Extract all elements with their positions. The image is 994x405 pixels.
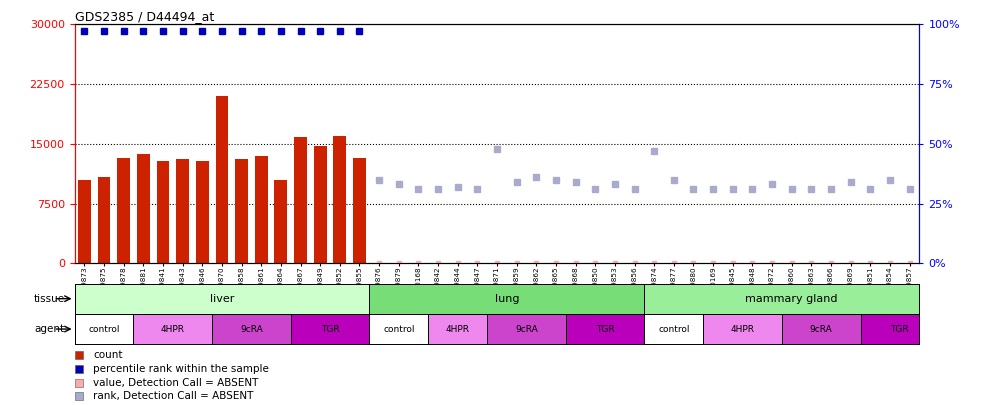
- Bar: [644, 314, 704, 344]
- Bar: [117, 158, 130, 263]
- Bar: [274, 180, 287, 263]
- Text: 9cRA: 9cRA: [240, 324, 262, 334]
- Text: tissue: tissue: [33, 294, 65, 304]
- Bar: [314, 146, 327, 263]
- Bar: [236, 159, 248, 263]
- Text: rank, Detection Call = ABSENT: rank, Detection Call = ABSENT: [93, 391, 253, 401]
- Text: TGR: TGR: [595, 324, 614, 334]
- Bar: [196, 161, 209, 263]
- Bar: [137, 154, 150, 263]
- Text: value, Detection Call = ABSENT: value, Detection Call = ABSENT: [93, 378, 258, 388]
- Bar: [290, 314, 370, 344]
- Text: 4HPR: 4HPR: [161, 324, 185, 334]
- Text: percentile rank within the sample: percentile rank within the sample: [93, 364, 269, 374]
- Bar: [254, 156, 267, 263]
- Bar: [176, 159, 189, 263]
- Bar: [370, 284, 644, 314]
- Bar: [75, 284, 370, 314]
- Text: control: control: [658, 324, 690, 334]
- Text: control: control: [383, 324, 414, 334]
- Bar: [333, 136, 346, 263]
- Text: lung: lung: [495, 294, 519, 304]
- Text: mammary gland: mammary gland: [746, 294, 838, 304]
- Bar: [644, 284, 939, 314]
- Bar: [566, 314, 644, 344]
- Text: control: control: [88, 324, 119, 334]
- Text: GDS2385 / D44494_at: GDS2385 / D44494_at: [75, 10, 214, 23]
- Text: 9cRA: 9cRA: [515, 324, 538, 334]
- Bar: [133, 314, 212, 344]
- Text: 9cRA: 9cRA: [810, 324, 833, 334]
- Bar: [212, 314, 290, 344]
- Text: count: count: [93, 350, 122, 360]
- Bar: [353, 158, 366, 263]
- Text: TGR: TGR: [891, 324, 910, 334]
- Bar: [704, 314, 782, 344]
- Bar: [370, 314, 428, 344]
- Text: TGR: TGR: [321, 324, 339, 334]
- Bar: [78, 180, 90, 263]
- Text: agent: agent: [34, 324, 65, 334]
- Bar: [861, 314, 939, 344]
- Bar: [782, 314, 861, 344]
- Text: liver: liver: [210, 294, 235, 304]
- Bar: [75, 314, 133, 344]
- Bar: [157, 161, 169, 263]
- Text: 4HPR: 4HPR: [445, 324, 470, 334]
- Bar: [428, 314, 487, 344]
- Bar: [216, 96, 229, 263]
- Bar: [97, 177, 110, 263]
- Bar: [487, 314, 566, 344]
- Bar: [294, 137, 307, 263]
- Text: 4HPR: 4HPR: [731, 324, 754, 334]
